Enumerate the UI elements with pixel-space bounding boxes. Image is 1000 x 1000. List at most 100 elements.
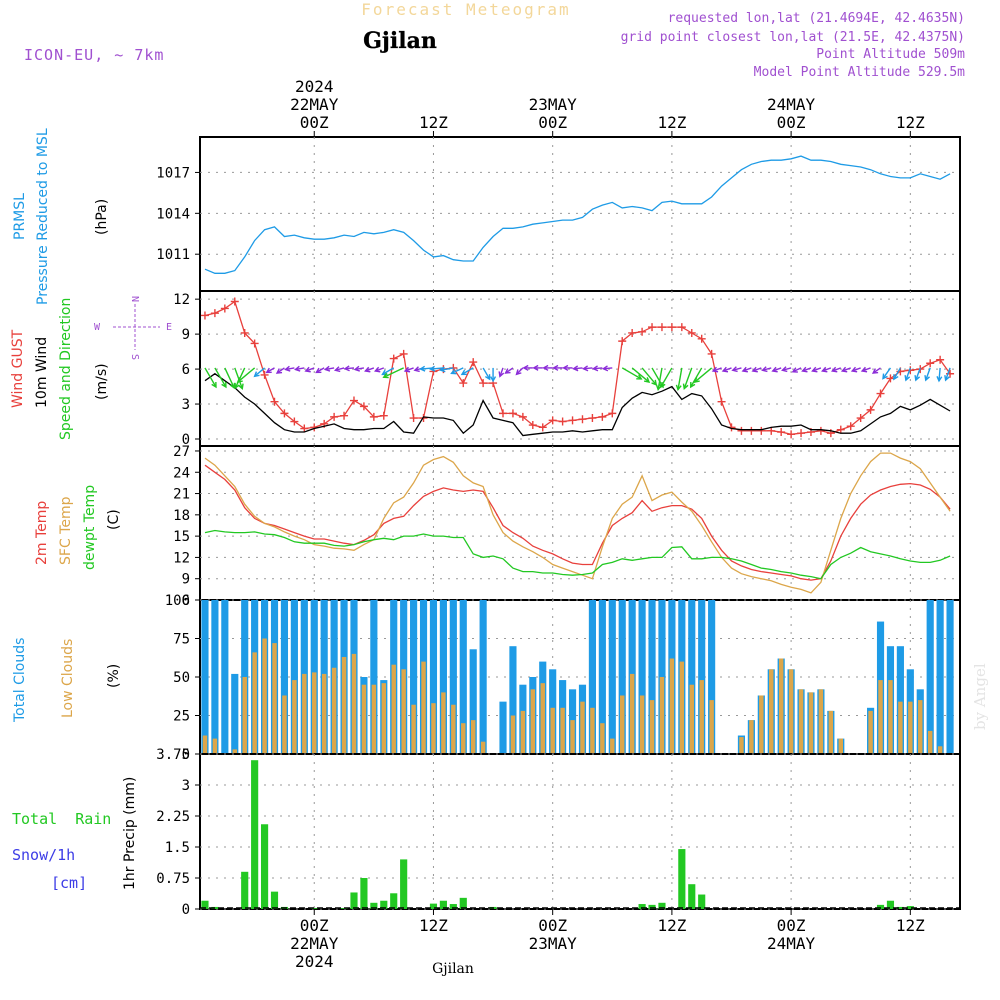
ytick-label: 75	[173, 632, 190, 648]
gust-marker	[459, 379, 468, 388]
bar-low-clouds	[272, 643, 277, 754]
gust-marker	[628, 328, 637, 337]
bar-total-clouds	[370, 600, 378, 754]
gust-marker	[528, 421, 537, 430]
series-line-sfc-temp	[204, 452, 951, 594]
ytick-label: 6	[182, 362, 190, 378]
ytick-label: 15	[173, 529, 190, 545]
bar-low-clouds	[788, 669, 794, 754]
ytick-label: 27	[173, 444, 190, 460]
temp-labels: 2m Temp SFC Temp dewpt Temp (C)	[34, 485, 122, 570]
gust-marker	[538, 423, 547, 432]
bar-total-rain	[876, 904, 885, 909]
bar-total-clouds	[469, 649, 477, 754]
bar-total-rain	[370, 902, 378, 909]
wind-arrow	[872, 367, 881, 374]
wind-arrow	[204, 367, 217, 388]
ytick-label: 9	[182, 572, 190, 588]
wind-arrow	[631, 367, 650, 383]
bar-total-rain	[310, 908, 318, 909]
bar-low-clouds	[918, 700, 923, 754]
bar-total-clouds	[708, 600, 716, 754]
wind-arrow	[276, 367, 285, 374]
wind-unit: (m/s)	[94, 363, 110, 400]
gust-marker	[936, 355, 945, 364]
bar-low-clouds	[371, 684, 377, 754]
wind-gust-label: Wind GUST	[10, 329, 26, 408]
gust-marker	[270, 397, 279, 406]
bar-total-rain	[390, 893, 398, 909]
bar-total-rain	[459, 897, 467, 909]
wind-arrow-head	[253, 371, 260, 378]
bar-low-clouds	[252, 652, 257, 754]
ytick-label: 50	[173, 670, 190, 686]
gust-marker	[230, 297, 239, 306]
wind-arrow	[365, 367, 375, 372]
bar-low-clouds	[828, 710, 834, 754]
wind-arrow-head	[315, 367, 322, 374]
bar-total-clouds	[231, 673, 239, 754]
wind-arrow-head	[413, 366, 420, 373]
gust-marker	[657, 323, 666, 332]
bottom-axis-label: 24MAY	[767, 934, 816, 953]
wind-arrow-head	[221, 381, 227, 389]
cloud-labels: Total Clouds Low Clouds (%)	[12, 638, 122, 723]
gust-marker	[349, 396, 358, 405]
bar-total-clouds	[608, 600, 616, 754]
wind-arrow-head	[234, 382, 240, 390]
wind-arrow-head	[333, 366, 341, 373]
bar-total-clouds	[648, 600, 656, 754]
wind-arrow	[938, 367, 941, 381]
wind-arrow-head	[498, 371, 505, 378]
wind-arrow	[440, 367, 454, 371]
bar-total-clouds	[439, 600, 447, 754]
total-clouds-label: Total Clouds	[12, 638, 28, 723]
plot-layer: 1011101410170369126912151821242702550751…	[156, 77, 961, 971]
gust-marker	[886, 374, 895, 383]
wind-arrow-head	[265, 367, 272, 374]
wind-arrow	[266, 367, 275, 374]
top-axis-label: 12Z	[896, 113, 925, 132]
wind-arrow-head	[542, 364, 549, 371]
gust-marker	[359, 402, 368, 411]
bar-low-clouds	[461, 723, 466, 754]
wind-arrow	[375, 367, 385, 372]
bar-low-clouds	[451, 704, 456, 754]
gust-marker	[787, 430, 796, 439]
wind-arrow	[593, 367, 603, 370]
bar-low-clouds	[570, 720, 575, 754]
compass-west: W	[94, 322, 101, 333]
panel-4: 0 0.75 1.5 2.25 3 3.75	[156, 747, 961, 918]
wind-arrow	[404, 367, 414, 372]
wind-arrow-head	[860, 366, 868, 373]
wind-arrow	[451, 367, 464, 375]
series-line-2m-temp	[204, 464, 951, 581]
wind-arrow	[325, 367, 335, 371]
wind-arrow	[603, 367, 613, 370]
gust-marker	[608, 409, 617, 418]
series-line-10m-wind	[204, 372, 951, 437]
bar-low-clouds	[242, 677, 247, 754]
bar-low-clouds	[669, 658, 675, 754]
top-axis-label: 22MAY	[290, 95, 339, 114]
wind-arrow-head	[562, 364, 569, 371]
wind-arrow	[772, 367, 782, 372]
gust-marker	[687, 328, 696, 337]
bar-low-clouds	[759, 695, 764, 754]
meteogram-subtitle: Forecast Meteogram	[361, 0, 570, 19]
bar-total-clouds	[280, 600, 289, 754]
wind-arrow-head	[572, 365, 579, 372]
wind-arrow-head	[721, 366, 729, 373]
gust-marker	[926, 359, 935, 368]
bar-total-rain	[260, 824, 269, 909]
gust-marker	[508, 409, 517, 418]
ytick-label: 25	[173, 709, 190, 725]
wind-arrow-head	[850, 366, 858, 373]
wind-arrow-head	[936, 376, 943, 383]
pressure-unit: (hPa)	[94, 199, 110, 235]
bar-low-clouds	[282, 695, 287, 754]
wind-arrow-head	[791, 367, 798, 373]
bar-low-clouds	[639, 695, 645, 754]
bar-low-clouds	[480, 741, 486, 754]
temp-unit: (C)	[106, 509, 122, 530]
